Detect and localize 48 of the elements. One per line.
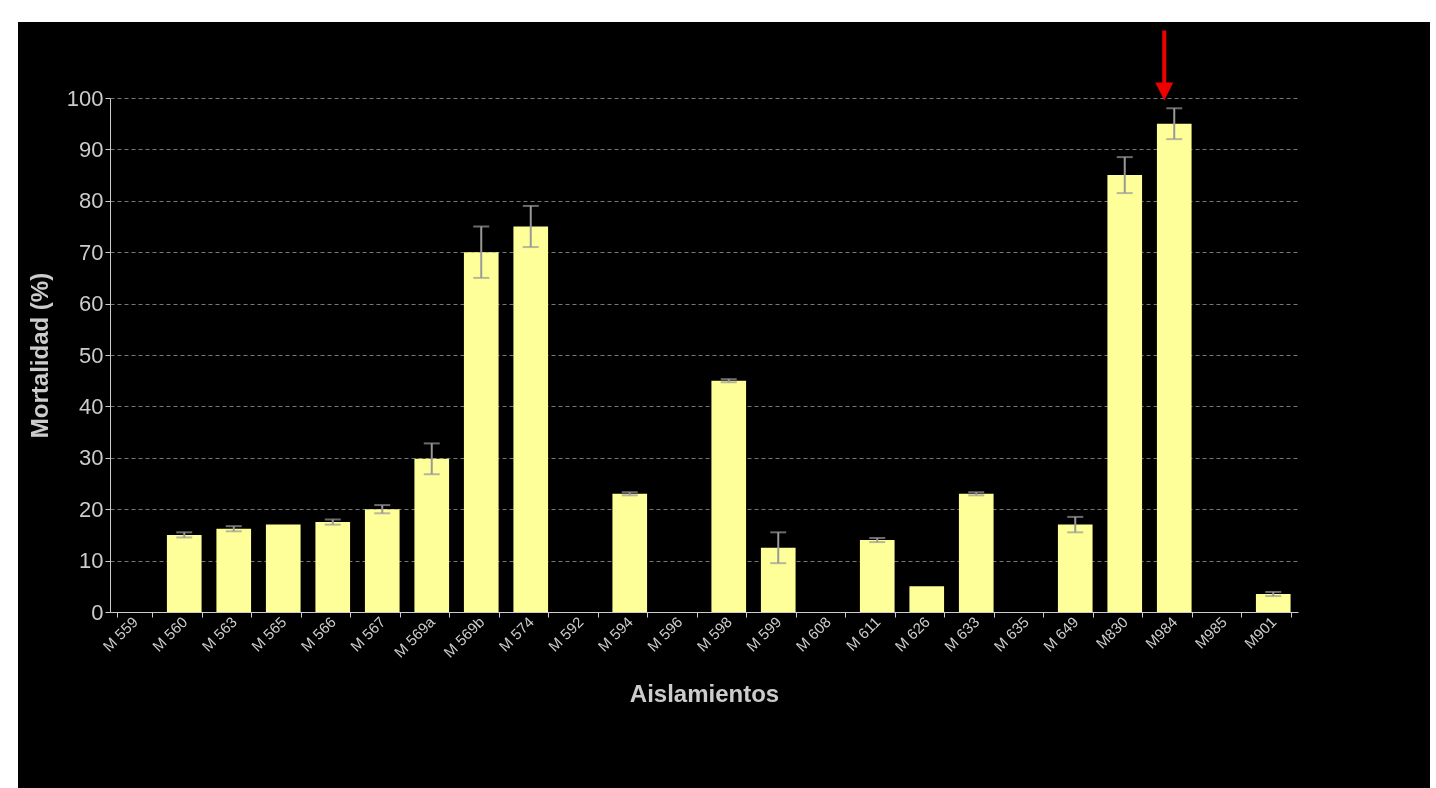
x-tick-label: M 566 <box>297 613 339 655</box>
y-tick-label: 60 <box>79 291 104 317</box>
x-tick-label: M 565 <box>247 613 290 655</box>
bar <box>414 458 450 612</box>
bar <box>909 586 945 612</box>
y-tick-label: 90 <box>79 136 104 162</box>
x-tick-label: M 649 <box>1039 613 1082 655</box>
bar <box>1057 524 1093 612</box>
bar <box>1156 123 1192 612</box>
y-tick-label: 80 <box>79 188 104 214</box>
bar <box>513 226 549 612</box>
bar <box>760 547 796 612</box>
y-tick-label: 70 <box>79 239 104 265</box>
y-tick-label: 20 <box>79 496 104 522</box>
x-tick-label: M 560 <box>148 613 191 655</box>
x-tick-label: M 633 <box>940 613 983 655</box>
x-tick-label: M 567 <box>346 613 389 655</box>
bar <box>166 534 202 612</box>
bar <box>859 540 895 612</box>
y-axis-title: Mortalidad (%) <box>25 272 53 439</box>
bar <box>1255 594 1291 612</box>
y-tick-label: 100 <box>66 85 104 111</box>
x-tick-label: M 611 <box>842 613 884 654</box>
bar <box>1107 175 1143 612</box>
x-tick-label: M 574 <box>495 613 537 655</box>
x-tick-label: M 596 <box>643 613 686 655</box>
bar <box>463 252 499 612</box>
y-tick-label: 40 <box>79 393 104 419</box>
y-tick-label: 10 <box>79 548 104 574</box>
x-tick-label: M 598 <box>693 613 735 655</box>
bar <box>315 522 351 612</box>
x-tick-label: M 599 <box>742 613 785 655</box>
bar <box>265 524 301 612</box>
x-axis-title: Aislamientos <box>629 679 780 707</box>
bar <box>958 493 994 612</box>
y-tick-label: 0 <box>91 599 104 625</box>
x-tick-label: M 592 <box>544 613 587 655</box>
bar <box>364 509 400 612</box>
y-tick-label: 50 <box>79 342 104 368</box>
x-tick-label: M 635 <box>990 613 1032 655</box>
x-tick-label: M 594 <box>594 613 636 655</box>
bar <box>711 380 747 612</box>
y-tick-label: 30 <box>79 445 104 471</box>
x-tick-label: M 626 <box>891 613 933 655</box>
x-tick-label: M 608 <box>792 613 834 655</box>
bar <box>612 493 648 612</box>
bar <box>216 528 252 612</box>
x-tick-label: M 563 <box>198 613 240 655</box>
